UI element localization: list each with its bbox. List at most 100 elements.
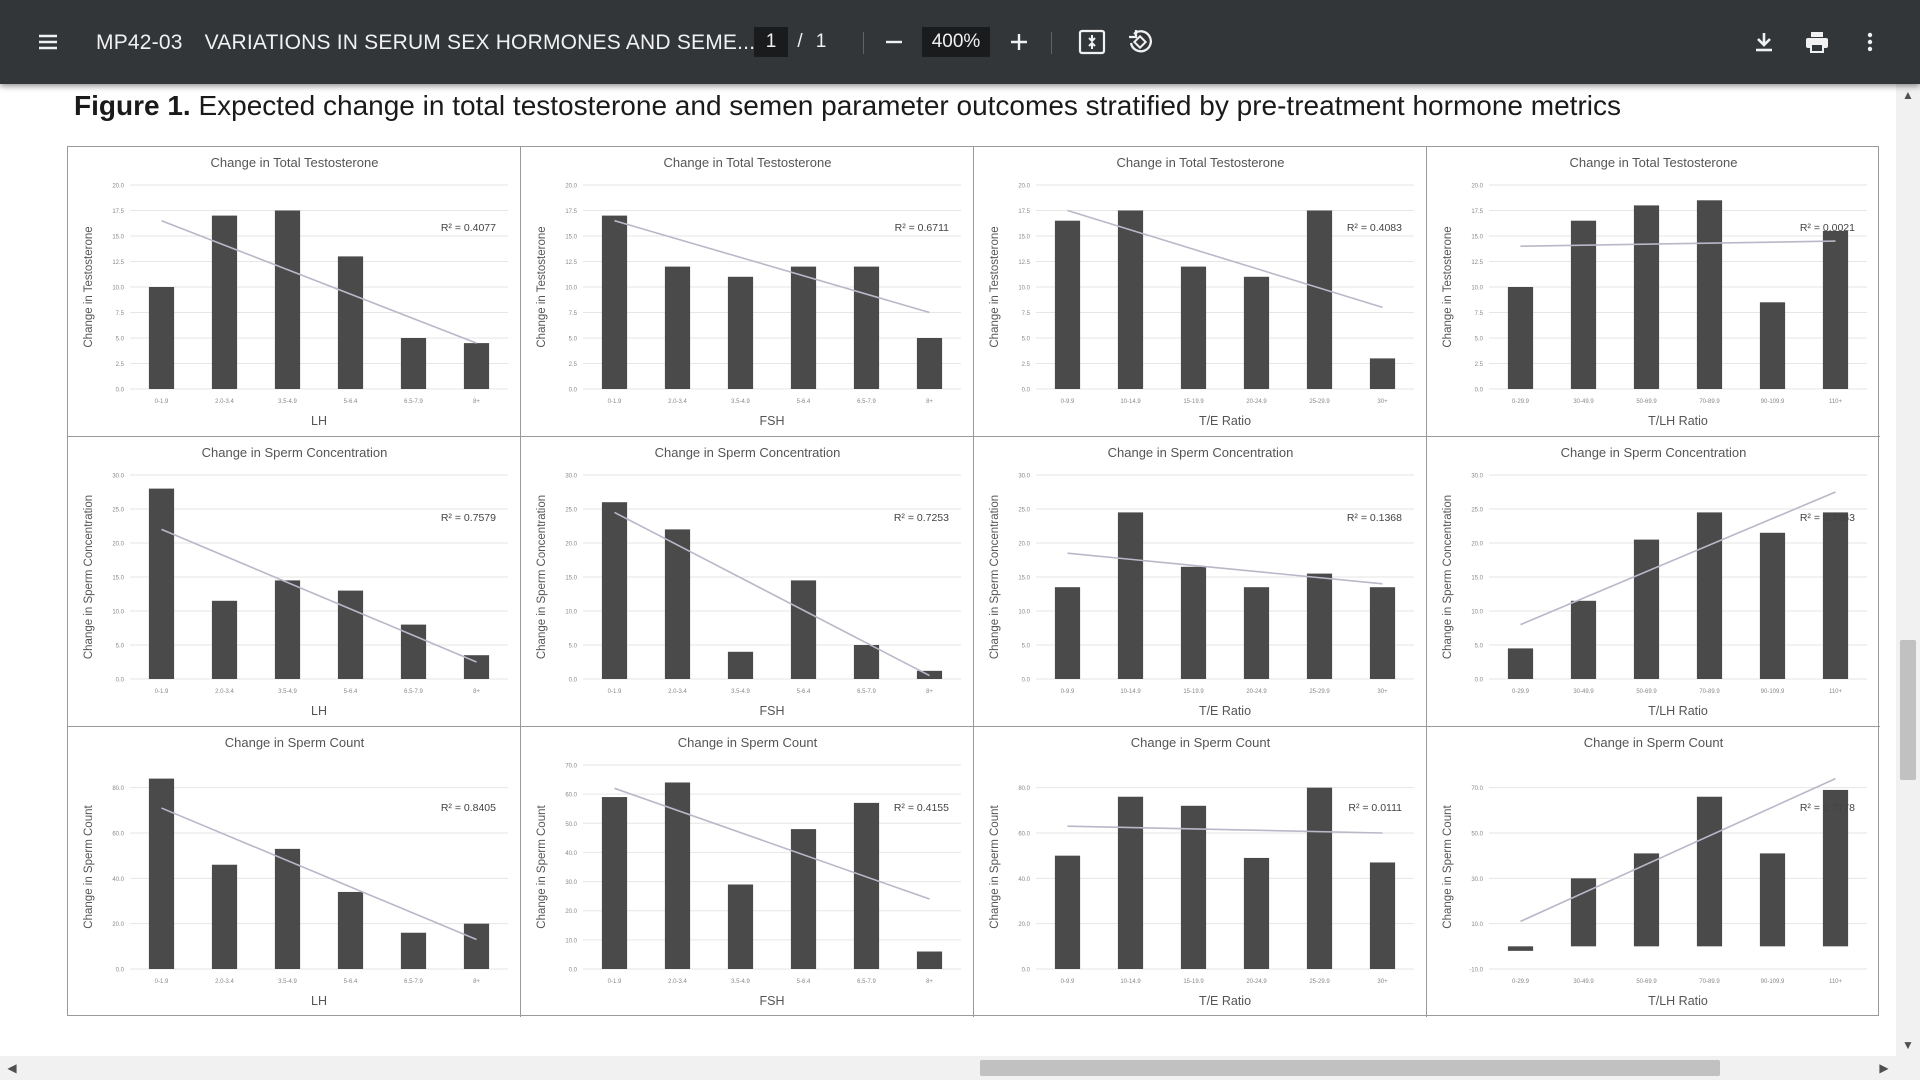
chart-bar: [853, 645, 880, 679]
y-tick-label: 2.5: [1022, 362, 1031, 368]
horizontal-scroll-thumb[interactable]: [980, 1060, 1720, 1076]
x-tick-label: 6.5-7.9: [404, 979, 423, 985]
y-tick-label: 15.0: [1471, 235, 1483, 241]
x-tick-label: 70-89.9: [1699, 979, 1720, 985]
scroll-right-arrow-icon[interactable]: ▶: [1879, 1061, 1889, 1075]
chart-bar: [664, 266, 691, 389]
zoom-out-button[interactable]: [870, 18, 918, 66]
chart-title: Change in Sperm Count: [1131, 735, 1271, 750]
scroll-down-arrow-icon[interactable]: ▼: [1902, 1038, 1914, 1052]
x-tick-label: 3.5-4.9: [731, 399, 750, 405]
y-tick-label: 7.5: [116, 311, 125, 317]
x-tick-label: 8+: [926, 689, 933, 695]
chart-bar: [1180, 805, 1207, 969]
x-tick-label: 6.5-7.9: [857, 689, 876, 695]
chart-svg: 0.0 2.5 5.0 7.5 10.0 12.5 15.0 17.5 20.0 Change i…: [536, 155, 961, 428]
trend-line: [161, 807, 477, 941]
pdf-page-viewport[interactable]: Figure 1. Expected change in total testo…: [0, 84, 1920, 1056]
chart-panel: 0.0 5.0 10.0 15.0 20.0 25.0 30.0 Change in Sper…: [68, 437, 521, 727]
chart-panel: 0.0 2.5 5.0 7.5 10.0 12.5 15.0 17.5 20.0 Change i…: [68, 147, 521, 437]
y-tick-label: 20.0: [565, 184, 577, 190]
y-tick-label: 60.0: [565, 793, 577, 799]
y-tick-label: 15.0: [565, 235, 577, 241]
x-tick-label: 20-24.9: [1246, 399, 1267, 405]
chart-bar: [1306, 210, 1333, 389]
horizontal-scrollbar[interactable]: ◀ ▶: [0, 1056, 1920, 1080]
y-tick-label: 0.0: [569, 968, 578, 974]
chart-bar: [463, 655, 490, 679]
x-tick-label: 10-14.9: [1120, 979, 1141, 985]
vertical-scrollbar[interactable]: ▲ ▼: [1896, 84, 1920, 1056]
x-tick-label: 0-9.9: [1061, 399, 1075, 405]
scroll-up-arrow-icon[interactable]: ▲: [1902, 88, 1914, 102]
chart-panel: 0.0 5.0 10.0 15.0 20.0 25.0 30.0 Change in Sper…: [521, 437, 974, 727]
menu-button[interactable]: [24, 18, 72, 66]
scroll-left-arrow-icon[interactable]: ◀: [7, 1061, 17, 1075]
y-tick-label: 30.0: [565, 880, 577, 886]
chart-bar: [1369, 358, 1396, 389]
zoom-level-input[interactable]: 400%: [922, 27, 990, 57]
x-axis-label: T/LH Ratio: [1648, 704, 1708, 718]
chart-svg: 0.0 2.5 5.0 7.5 10.0 12.5 15.0 17.5 20.0 Change i…: [1442, 155, 1867, 428]
chart-bar: [1759, 532, 1786, 679]
figure-caption-text: Expected change in total testosterone an…: [198, 90, 1621, 121]
y-tick-label: 0.0: [1022, 968, 1031, 974]
y-axis-label: Change in Sperm Count: [989, 805, 1001, 929]
chart-bar: [337, 891, 364, 969]
x-tick-label: 6.5-7.9: [857, 399, 876, 405]
x-tick-label: 8+: [473, 399, 480, 405]
print-button[interactable]: [1793, 18, 1841, 66]
chart-bar: [790, 580, 817, 679]
x-tick-label: 0-9.9: [1061, 689, 1075, 695]
print-icon: [1806, 32, 1828, 53]
download-button[interactable]: [1740, 18, 1788, 66]
more-options-button[interactable]: [1846, 18, 1894, 66]
x-axis-label: LH: [311, 994, 327, 1008]
y-tick-label: 30.0: [565, 474, 577, 480]
chart-bar: [1369, 862, 1396, 969]
y-tick-label: 80.0: [1018, 786, 1030, 792]
x-tick-label: 5-6.4: [344, 689, 358, 695]
chart-svg: -10.0 10.0 30.0 50.0 70.0 Change in Sperm Cou…: [1442, 735, 1867, 1008]
chart-title: Change in Sperm Concentration: [1108, 445, 1294, 460]
x-axis-label: T/LH Ratio: [1648, 414, 1708, 428]
x-tick-label: 10-14.9: [1120, 689, 1141, 695]
r-squared-label: R² = 0.7253: [894, 512, 949, 524]
x-axis-label: LH: [311, 414, 327, 428]
chart-bar: [790, 829, 817, 969]
chart-bar: [1243, 587, 1270, 679]
y-tick-label: 10.0: [112, 286, 124, 292]
chart-bar: [1507, 946, 1534, 951]
chart-bar: [1759, 302, 1786, 389]
y-tick-label: 5.0: [1022, 337, 1031, 343]
y-tick-label: 20.0: [1018, 184, 1030, 190]
chart-bar: [727, 276, 754, 389]
y-tick-label: 7.5: [569, 311, 578, 317]
y-tick-label: 15.0: [1018, 235, 1030, 241]
chart-bar: [853, 802, 880, 969]
vertical-scroll-thumb[interactable]: [1900, 640, 1916, 780]
x-tick-label: 0-1.9: [608, 689, 622, 695]
y-tick-label: 0.0: [116, 388, 125, 394]
x-tick-label: 110+: [1829, 689, 1843, 695]
y-tick-label: 20.0: [1018, 542, 1030, 548]
y-tick-label: 20.0: [1471, 542, 1483, 548]
y-tick-label: -10.0: [1469, 968, 1483, 974]
rotate-button[interactable]: [1116, 18, 1164, 66]
trend-line: [1520, 777, 1836, 923]
x-tick-label: 8+: [473, 689, 480, 695]
chart-bar: [790, 266, 817, 389]
chart-panel: 0.0 5.0 10.0 15.0 20.0 25.0 30.0 Change in Sper…: [974, 437, 1427, 727]
chart-title: Change in Sperm Count: [225, 735, 365, 750]
y-tick-label: 5.0: [116, 337, 125, 343]
fit-page-button[interactable]: [1068, 18, 1116, 66]
zoom-in-button[interactable]: [995, 18, 1043, 66]
x-axis-label: FSH: [760, 414, 785, 428]
chart-bar: [727, 884, 754, 969]
x-tick-label: 5-6.4: [344, 399, 358, 405]
y-tick-label: 0.0: [569, 388, 578, 394]
trend-line: [161, 219, 477, 344]
page-number-input[interactable]: 1: [754, 27, 788, 57]
chart-bar: [601, 215, 628, 389]
y-tick-label: 60.0: [1018, 832, 1030, 838]
